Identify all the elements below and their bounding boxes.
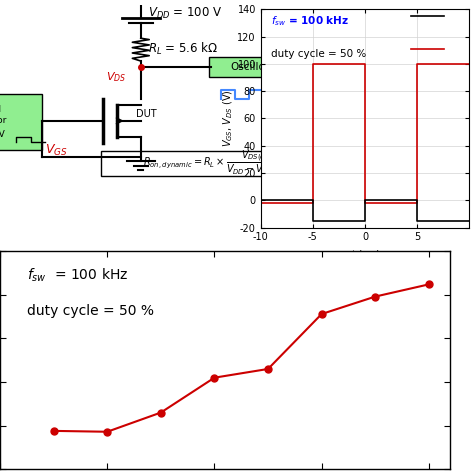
Text: $V_{DS(off)}$: $V_{DS(off)}$ (310, 82, 339, 95)
Y-axis label: $V_{GS}$, $V_{DS}$ (V): $V_{GS}$, $V_{DS}$ (V) (221, 90, 235, 147)
Text: $f_{sw}$  = 100 kHz: $f_{sw}$ = 100 kHz (27, 266, 128, 284)
X-axis label: $t$ (μs): $t$ (μs) (350, 248, 380, 262)
Text: DUT: DUT (136, 109, 157, 119)
Text: Oscilloscope: Oscilloscope (230, 62, 295, 72)
Text: al: al (0, 105, 2, 114)
Text: $V_{DS}$: $V_{DS}$ (107, 71, 127, 84)
Text: $f_{sw}$ = 100 kHz: $f_{sw}$ = 100 kHz (271, 14, 349, 27)
FancyBboxPatch shape (0, 94, 42, 150)
Text: 0 V: 0 V (0, 130, 5, 139)
Text: duty cycle = 50 %: duty cycle = 50 % (271, 49, 366, 59)
Text: $V_{DS(on)}$: $V_{DS(on)}$ (310, 93, 339, 107)
FancyBboxPatch shape (101, 151, 331, 175)
Text: $V_{GS}$: $V_{GS}$ (45, 143, 68, 158)
Text: $R_L$ = 5.6 kΩ: $R_L$ = 5.6 kΩ (148, 41, 218, 57)
Text: $R_{on,dynamic} = R_L \times \dfrac{V_{DS(on)}}{V_{DD} - V_{DS(on)}}$: $R_{on,dynamic} = R_L \times \dfrac{V_{D… (144, 148, 288, 178)
Text: (b): (b) (274, 16, 296, 31)
Text: ator: ator (0, 117, 7, 125)
Text: $V_{DD}$ = 100 V: $V_{DD}$ = 100 V (148, 6, 222, 21)
Text: duty cycle = 50 %: duty cycle = 50 % (27, 303, 154, 318)
FancyBboxPatch shape (209, 57, 317, 77)
